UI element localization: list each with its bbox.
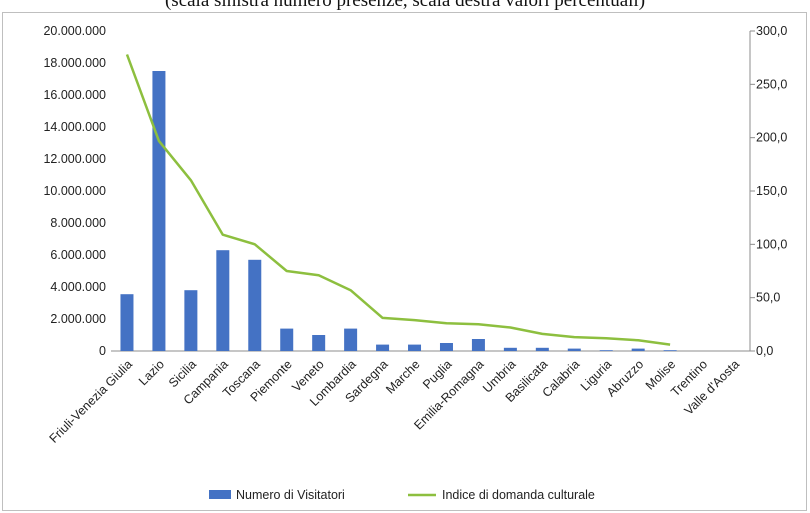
legend-label-indice: Indice di domanda culturale [442, 488, 595, 502]
y-left-tick-label: 12.000.000 [43, 152, 106, 166]
y-left-tick-label: 6.000.000 [50, 248, 106, 262]
y-right-tick-label: 150,0 [756, 184, 787, 198]
chart-subtitle: (scala sinistra numero presenze, scala d… [164, 0, 646, 11]
bar [344, 328, 358, 351]
bar [535, 347, 549, 351]
y-right-tick-label: 0,0 [756, 344, 773, 358]
category-label: Marche [383, 357, 422, 396]
y-left-tick-label: 4.000.000 [50, 280, 106, 294]
y-left-tick-label: 20.000.000 [43, 24, 106, 38]
chart-frame: 0 2.000.000 4.000.000 6.000.000 8.000.000 10.… [2, 12, 807, 511]
legend-label-visitatori: Numero di Visitatori [236, 488, 345, 502]
bar [184, 290, 198, 351]
category-label: Friuli-Venezia Giulia [47, 357, 136, 446]
category-label: Lazio [136, 357, 167, 388]
bar [216, 250, 230, 351]
y-right-tick-label: 50,0 [756, 291, 780, 305]
bar [439, 343, 453, 351]
bar [599, 350, 613, 351]
y-right-tick-label: 200,0 [756, 131, 787, 145]
bar [152, 71, 166, 351]
bar [663, 350, 677, 351]
bar [503, 347, 517, 351]
bar [408, 344, 422, 351]
y-right-tick-label: 300,0 [756, 24, 787, 38]
bar [248, 259, 262, 351]
bar [631, 348, 645, 351]
bar [567, 348, 581, 351]
bar [312, 335, 326, 351]
y-left-tick-label: 16.000.000 [43, 88, 106, 102]
line-series-indice [125, 54, 671, 346]
y-right-tick-label: 250,0 [756, 77, 787, 91]
y-right-tick-label: 100,0 [756, 237, 787, 251]
y-left-tick-label: 10.000.000 [43, 184, 106, 198]
y-left-tick-label: 2.000.000 [50, 312, 106, 326]
bar [376, 344, 390, 351]
bar [471, 339, 485, 351]
chart-svg: 0 2.000.000 4.000.000 6.000.000 8.000.000 10.… [43, 24, 787, 502]
y-left-tick-label: 18.000.000 [43, 56, 106, 70]
y-left-tick-label: 8.000.000 [50, 216, 106, 230]
y-left-tick-label: 0 [99, 344, 106, 358]
bar [120, 294, 134, 351]
legend-swatch-visitatori [209, 490, 231, 499]
bar [280, 328, 294, 351]
y-left-tick-label: 14.000.000 [43, 120, 106, 134]
